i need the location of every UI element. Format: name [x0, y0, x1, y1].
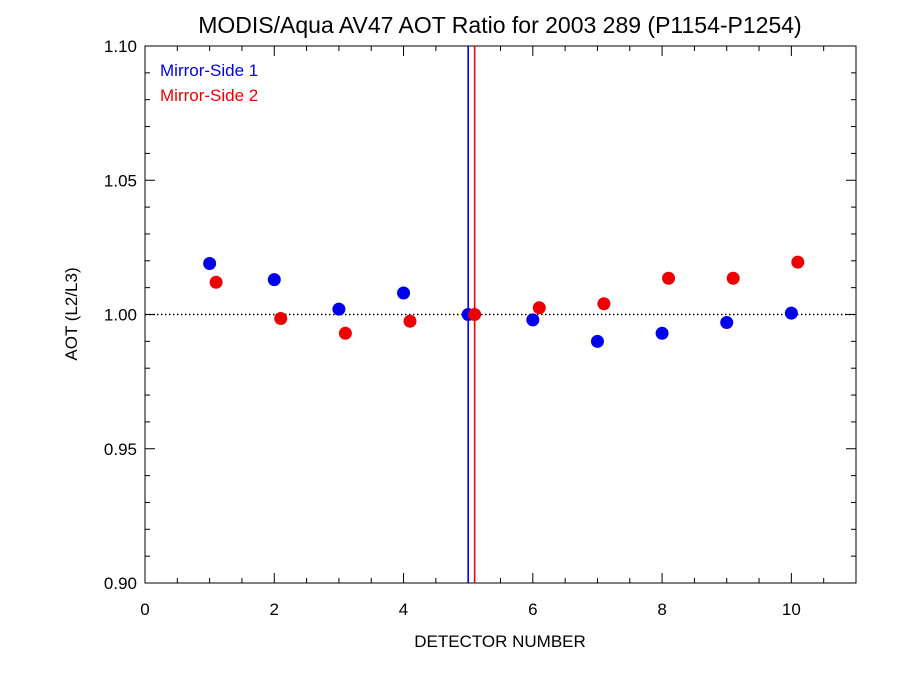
- y-tick-label: 1.05: [104, 171, 137, 190]
- x-tick-label: 4: [399, 600, 408, 619]
- series-2-point: [597, 297, 611, 311]
- series-1-point: [526, 313, 540, 327]
- series-2-point: [791, 255, 805, 269]
- y-tick-label: 1.10: [104, 37, 137, 56]
- series-2-point: [274, 312, 288, 326]
- series-1-point: [332, 302, 346, 316]
- y-tick-label: 0.90: [104, 574, 137, 593]
- legend-entry-1: Mirror-Side 1: [160, 61, 258, 80]
- series-2-point: [338, 326, 352, 340]
- series-1-point: [267, 273, 281, 287]
- x-tick-label: 8: [657, 600, 666, 619]
- legend-entry-2: Mirror-Side 2: [160, 86, 258, 105]
- plot-area: 0 2 4 6 8 10 0.90 0.95 1.00 1.05 1.10 Mirror-Side 1…: [104, 37, 857, 619]
- y-tick-label: 0.95: [104, 440, 137, 459]
- series-2-point: [532, 301, 546, 315]
- x-tick-label: 2: [270, 600, 279, 619]
- x-tick-label: 6: [528, 600, 537, 619]
- y-tick-label: 1.00: [104, 306, 137, 325]
- chart-title: MODIS/Aqua AV47 AOT Ratio for 2003 289 (…: [198, 12, 801, 38]
- series-1-point: [397, 286, 411, 300]
- series-2-point: [726, 271, 740, 285]
- series-2-point: [468, 308, 482, 321]
- series-1-point: [655, 326, 669, 340]
- x-axis-label: DETECTOR NUMBER: [414, 632, 586, 651]
- series-2-point: [662, 271, 676, 285]
- x-tick-label: 0: [140, 600, 149, 619]
- series-1-point: [203, 256, 217, 270]
- y-axis-label: AOT (L2/L3): [62, 267, 81, 360]
- series-1-point: [590, 334, 604, 348]
- series-1-point: [720, 316, 734, 330]
- x-tick-label: 10: [782, 600, 801, 619]
- series-2-point: [209, 275, 223, 289]
- series-1-point: [784, 306, 798, 320]
- series-2-point: [403, 314, 417, 328]
